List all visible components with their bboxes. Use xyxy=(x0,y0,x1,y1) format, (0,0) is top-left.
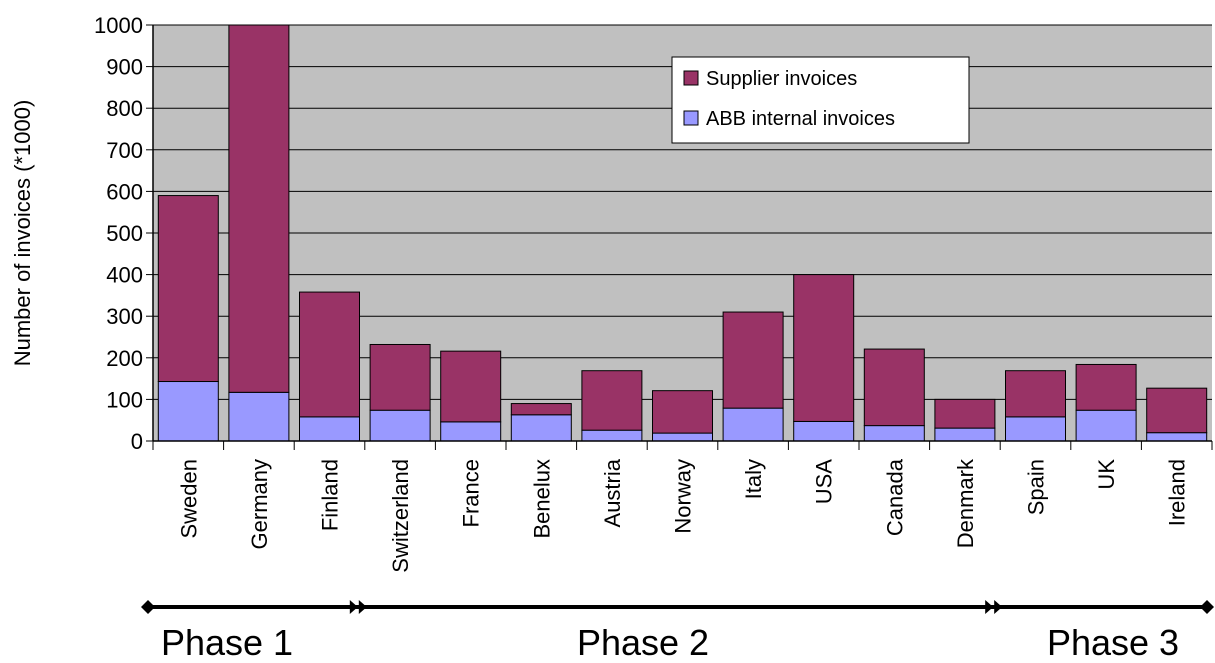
legend-box xyxy=(671,56,970,144)
bar-abb-internal-invoices xyxy=(157,381,219,442)
category-label: Germany xyxy=(247,459,272,549)
y-tick-label: 100 xyxy=(106,387,143,412)
bar-abb-internal-invoices xyxy=(863,425,925,442)
bars xyxy=(157,24,1208,442)
bar-abb-internal-invoices xyxy=(1075,409,1137,442)
phase-label: Phase 2 xyxy=(577,622,709,663)
legend: Supplier invoices ABB internal invoices xyxy=(671,56,970,144)
y-tick-label: 600 xyxy=(106,179,143,204)
y-tick-label: 0 xyxy=(131,429,143,454)
bar-abb-internal-invoices xyxy=(510,414,572,442)
bar-abb-internal-invoices xyxy=(1146,432,1208,442)
timeline-marker xyxy=(141,600,155,614)
category-label: Switzerland xyxy=(388,459,413,573)
legend-swatch xyxy=(683,110,699,126)
category-label: Denmark xyxy=(953,458,978,548)
y-axis-label: Number of invoices (*1000) xyxy=(10,100,35,367)
x-axis-labels: Sweden Germany Finland Switzerland France Ben… xyxy=(176,458,1189,573)
category-label: Benelux xyxy=(529,459,554,539)
y-tick-label: 300 xyxy=(106,304,143,329)
timeline-marker xyxy=(994,600,1003,614)
timeline-marker xyxy=(358,600,367,614)
bar-abb-internal-invoices xyxy=(793,420,855,442)
bar-supplier-invoices xyxy=(652,390,713,434)
category-label: USA xyxy=(812,459,837,505)
bar-abb-internal-invoices xyxy=(934,427,996,442)
bar-abb-internal-invoices xyxy=(440,421,502,442)
bar-abb-internal-invoices xyxy=(228,391,290,442)
y-tick-label: 400 xyxy=(106,263,143,288)
axes xyxy=(152,25,1213,450)
bar-abb-internal-invoices xyxy=(722,407,784,442)
category-label: Ireland xyxy=(1165,459,1190,526)
bar-abb-internal-invoices xyxy=(652,432,713,442)
bar-supplier-invoices xyxy=(722,311,784,409)
bar-supplier-invoices xyxy=(581,370,643,431)
category-label: Canada xyxy=(882,458,907,536)
category-label: Austria xyxy=(600,458,625,527)
bar-abb-internal-invoices xyxy=(581,429,643,442)
bar-supplier-invoices xyxy=(863,348,925,427)
bar-supplier-invoices xyxy=(440,350,502,423)
category-label: UK xyxy=(1094,459,1119,490)
legend-label: Supplier invoices xyxy=(706,68,857,90)
bar-supplier-invoices xyxy=(369,343,431,411)
bar-supplier-invoices xyxy=(228,24,290,393)
bar-supplier-invoices xyxy=(299,291,360,418)
phase-label: Phase 1 xyxy=(161,622,293,663)
bar-abb-internal-invoices xyxy=(299,416,360,442)
phase-label: Phase 3 xyxy=(1047,622,1179,663)
bar-supplier-invoices xyxy=(1146,387,1208,434)
category-label: Sweden xyxy=(176,459,201,539)
timeline-marker xyxy=(1200,600,1214,614)
bar-supplier-invoices xyxy=(1005,370,1066,418)
timeline-marker xyxy=(985,600,994,614)
y-tick-label: 200 xyxy=(106,346,143,371)
y-axis-ticks: 0 100 200 300 400 500 600 700 800 900 1000 xyxy=(94,13,153,454)
y-tick-label: 1000 xyxy=(94,13,143,38)
y-tick-label: 500 xyxy=(106,221,143,246)
category-label: Norway xyxy=(671,459,696,534)
bar-supplier-invoices xyxy=(157,195,219,383)
category-label: Spain xyxy=(1024,459,1049,515)
bar-supplier-invoices xyxy=(510,403,572,416)
legend-label: ABB internal invoices xyxy=(706,108,895,130)
bar-abb-internal-invoices xyxy=(369,409,431,442)
timeline-marker xyxy=(349,600,358,614)
bar-supplier-invoices xyxy=(793,274,855,422)
y-tick-label: 700 xyxy=(106,138,143,163)
y-tick-label: 800 xyxy=(106,96,143,121)
phase-timeline: Phase 1 Phase 2 Phase 3 xyxy=(141,600,1214,663)
bar-supplier-invoices xyxy=(1075,363,1137,411)
category-label: France xyxy=(459,459,484,527)
y-tick-label: 900 xyxy=(106,55,143,80)
category-label: Finland xyxy=(318,459,343,531)
bar-supplier-invoices xyxy=(934,398,996,429)
category-label: Italy xyxy=(741,459,766,499)
legend-swatch xyxy=(683,70,699,86)
bar-abb-internal-invoices xyxy=(1005,416,1066,442)
